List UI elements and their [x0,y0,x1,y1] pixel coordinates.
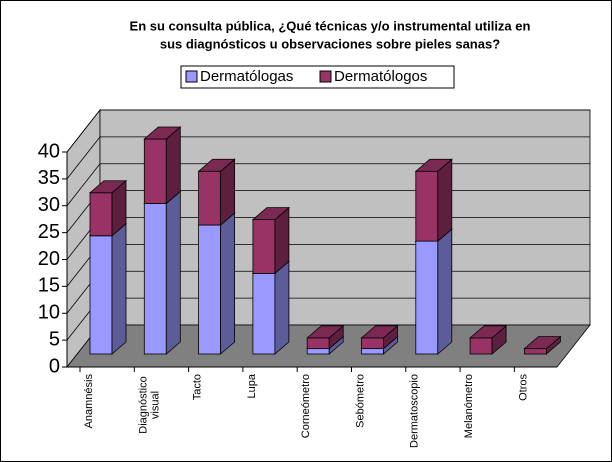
bar [143,190,182,355]
bar-front [524,348,547,355]
bar [197,158,236,226]
chart-title: En su consulta pública, ¿Qué técnicas y/… [130,18,531,33]
x-tick-label: Anamnésis [83,374,95,429]
x-tick-label: Otros [517,374,529,401]
bar [414,158,453,242]
y-tick-label: 20 [38,248,60,270]
x-tick-label: Dermatoscopio [409,374,421,448]
x-tick-label: Corneómetro [300,374,312,438]
bar-top [143,126,182,140]
x-tick-label: Sebómetro [354,374,366,428]
bar-side [437,228,453,355]
bar [360,325,399,350]
bar-front [252,272,276,355]
bar [523,335,562,355]
x-tick-label: Diagnósticovisual [137,376,161,433]
bar-top [469,325,508,339]
grid-line [66,136,590,180]
legend-label: Dermatólogos [334,68,427,85]
bar-front [252,219,276,274]
y-tick-label: 35 [38,167,60,189]
legend-label: Dermatólogas [200,68,293,85]
bar-front [143,138,167,204]
bar-front [198,224,222,355]
x-tick-label: Tacto [192,374,204,400]
bar [143,126,182,205]
bar-front [361,348,384,355]
bar [251,206,290,275]
bar-side [165,126,181,205]
bar-top [251,207,290,221]
legend [180,65,455,89]
bar-side [220,212,236,355]
bar-front [306,337,330,350]
bar-front [306,348,330,355]
y-tick-label: 30 [38,194,60,216]
bar-front [198,170,222,226]
bar-top [306,325,345,339]
y-tick-label: 0 [49,355,60,377]
bar-front [469,337,493,355]
bars [88,126,562,355]
y-tick-label: 10 [38,302,60,324]
bar [251,260,290,355]
bar-top [414,158,453,172]
bar [88,179,128,237]
grid-line [66,109,590,153]
y-tick-label: 5 [49,328,60,350]
bar-top [360,325,399,339]
bar-side [165,190,181,355]
bar-top [88,180,128,194]
bar [88,222,128,355]
bar [197,212,236,355]
bar-side [437,158,453,242]
bar-side [111,222,127,355]
bar [306,325,345,350]
bar-front [89,235,113,355]
bar-top [523,336,562,350]
bar-front [415,170,439,242]
bar [469,325,508,355]
legend-swatch [319,70,332,83]
x-tick-label: Lupa [246,373,258,398]
bar-front [143,203,167,355]
y-tick-label: 25 [38,221,60,243]
bar-front [415,240,439,355]
legend-swatch [185,70,198,83]
bar-top [197,158,236,172]
bar-front [89,192,113,237]
bar-front [361,337,384,350]
bar-side [274,260,290,355]
y-tick-label: 15 [38,275,60,297]
bar [414,228,453,355]
x-tick-label: Melanómetro [463,374,475,438]
y-tick-label: 40 [38,140,60,162]
chart-title: sus diagnósticos u observaciones sobre p… [160,36,500,51]
